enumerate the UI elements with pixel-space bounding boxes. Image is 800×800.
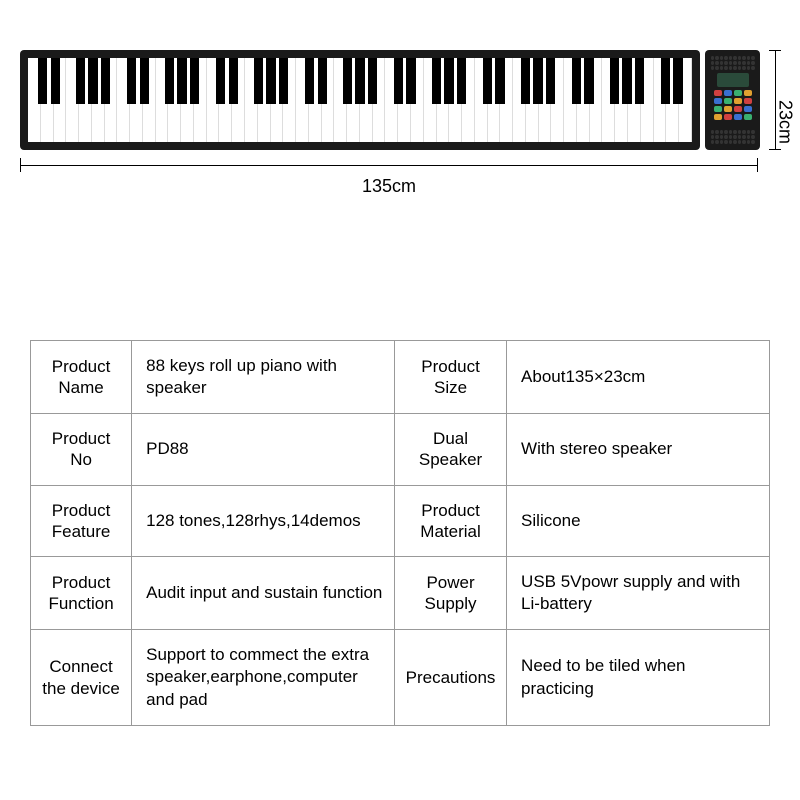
height-dimension: 23cm xyxy=(775,50,800,150)
height-label: 23cm xyxy=(775,100,796,144)
spec-value: USB 5Vpowr supply and with Li-battery xyxy=(507,557,770,630)
piano-keys xyxy=(28,58,692,142)
spec-label: ProductSize xyxy=(395,341,507,414)
spec-value: With stereo speaker xyxy=(507,414,770,486)
spec-value: 88 keys roll up piano with speaker xyxy=(132,341,395,414)
control-panel xyxy=(705,50,760,150)
spec-label: ProductFunction xyxy=(31,557,132,630)
piano-body xyxy=(20,50,700,150)
speaker-icon xyxy=(711,130,755,144)
spec-label: Connectthe device xyxy=(31,630,132,725)
spec-value: 128 tones,128rhys,14demos xyxy=(132,485,395,557)
spec-label: Precautions xyxy=(395,630,507,725)
spec-label: DualSpeaker xyxy=(395,414,507,486)
lcd-display xyxy=(717,73,749,87)
spec-value: Need to be tiled when practicing xyxy=(507,630,770,725)
spec-value: PD88 xyxy=(132,414,395,486)
product-diagram: 23cm 135cm xyxy=(20,50,780,250)
spec-table: ProductName88 keys roll up piano with sp… xyxy=(30,340,770,726)
spec-value: About135×23cm xyxy=(507,341,770,414)
width-label: 135cm xyxy=(20,176,758,197)
spec-label: PowerSupply xyxy=(395,557,507,630)
spec-label: ProductMaterial xyxy=(395,485,507,557)
spec-label: ProductName xyxy=(31,341,132,414)
speaker-icon xyxy=(711,56,755,70)
spec-value: Audit input and sustain function xyxy=(132,557,395,630)
spec-value: Support to commect the extra speaker,ear… xyxy=(132,630,395,725)
spec-label: ProductFeature xyxy=(31,485,132,557)
width-dimension: 135cm xyxy=(20,165,758,197)
spec-label: ProductNo xyxy=(31,414,132,486)
spec-value: Silicone xyxy=(507,485,770,557)
